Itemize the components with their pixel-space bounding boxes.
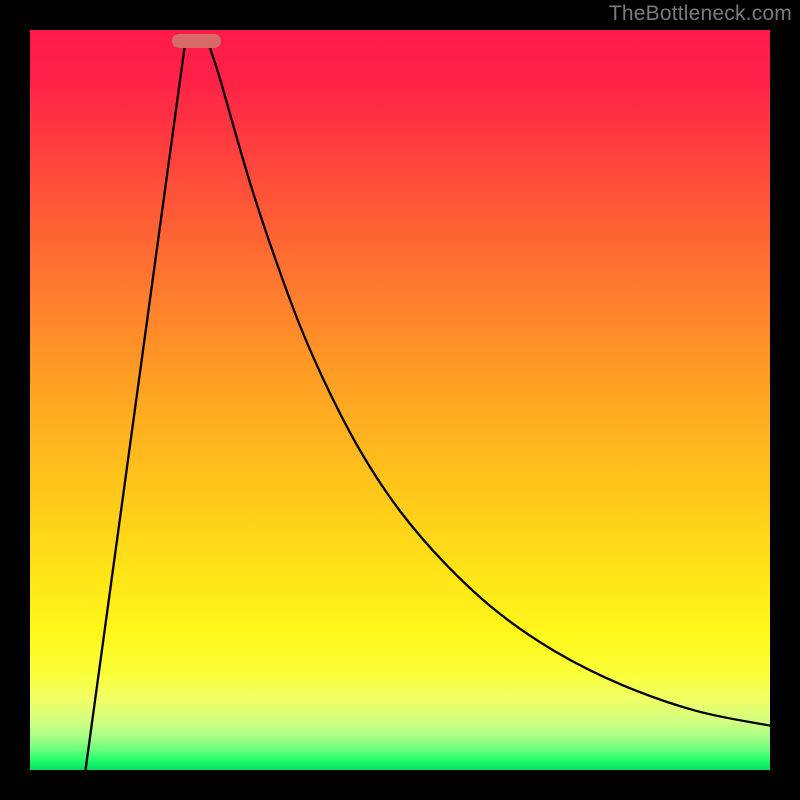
bottleneck-curve [30, 30, 770, 770]
watermark-text: TheBottleneck.com [609, 2, 792, 26]
plot-area [30, 30, 770, 770]
optimal-marker [172, 34, 220, 49]
chart-stage: TheBottleneck.com [0, 0, 800, 800]
